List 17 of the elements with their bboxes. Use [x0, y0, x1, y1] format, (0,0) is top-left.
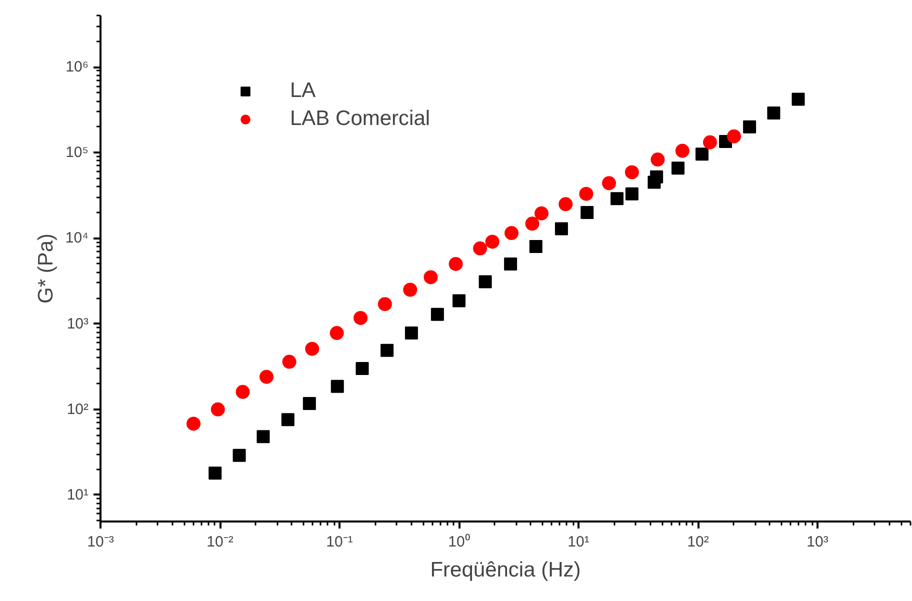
x-tick-label: 10¹: [568, 534, 590, 550]
y-tick-label: 10⁶: [66, 58, 88, 76]
y-axis-title: G* (Pa): [34, 233, 58, 304]
legend-label: LA: [290, 79, 316, 103]
y-tick-label: 10³: [66, 315, 89, 332]
y-tick-label: 10⁵: [66, 144, 89, 162]
x-axis-title: Freqüência (Hz): [430, 558, 581, 582]
y-tick-label: 10²: [66, 400, 89, 418]
x-tick-label: 10⁻³: [87, 534, 114, 550]
x-tick-label: 10³: [806, 534, 828, 550]
y-tick-label: 10⁴: [65, 230, 89, 247]
x-tick-label: 10⁻²: [206, 534, 234, 550]
y-tick-label: 10¹: [66, 486, 89, 504]
x-tick-label: 10⁻¹: [326, 534, 353, 550]
legend-label: LAB Comercial: [290, 107, 430, 131]
x-tick-label: 10⁰: [448, 534, 470, 550]
x-tick-label: 10²: [687, 534, 709, 550]
